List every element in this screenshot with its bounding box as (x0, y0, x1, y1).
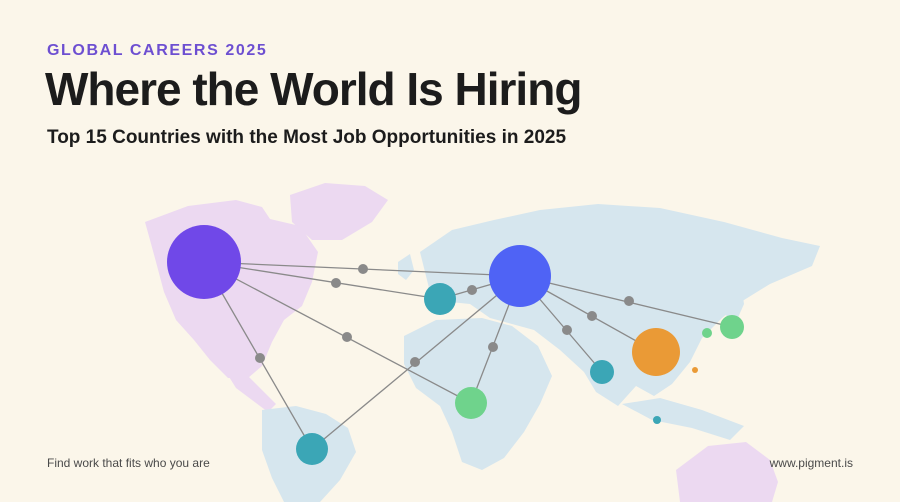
footer-tagline: Find work that fits who you are (47, 456, 210, 470)
connector-dot (342, 332, 352, 342)
connector-dot (624, 296, 634, 306)
connector-dot (410, 357, 420, 367)
connector-line (203, 261, 472, 404)
bubble-japan (720, 315, 744, 339)
page-title: Where the World Is Hiring (45, 63, 582, 115)
eyebrow-label: GLOBAL CAREERS 2025 (47, 42, 268, 59)
indonesia-shape (622, 398, 744, 440)
connector-line (203, 261, 441, 300)
australia-shape (676, 442, 778, 502)
bubble-singapore (653, 416, 661, 424)
connector-dot (331, 278, 341, 288)
uk-shape (398, 254, 414, 280)
bubble-western-europe (424, 283, 456, 315)
page-subtitle: Top 15 Countries with the Most Job Oppor… (47, 127, 567, 148)
landmasses (145, 183, 820, 502)
bubble-east-asia (632, 328, 680, 376)
bubble-europe-hub (489, 245, 551, 307)
connector-dot (358, 264, 368, 274)
country-bubbles (167, 225, 744, 465)
bubble-korea (702, 328, 712, 338)
bubble-africa (455, 387, 487, 419)
connector-dot (562, 325, 572, 335)
connector-dot (467, 285, 477, 295)
japan-shape (724, 278, 744, 322)
connector-dot (587, 311, 597, 321)
greenland-shape (290, 183, 388, 240)
footer-website-link[interactable]: www.pigment.is (769, 456, 853, 470)
bubble-north-america-hub (167, 225, 241, 299)
bubble-taiwan (692, 367, 698, 373)
connector-dots (255, 264, 634, 367)
connector-dot (488, 342, 498, 352)
bubble-south-america (296, 433, 328, 465)
central-america-shape (226, 372, 276, 412)
bubble-south-asia (590, 360, 614, 384)
connector-dot (255, 353, 265, 363)
north-america-shape (145, 200, 318, 378)
